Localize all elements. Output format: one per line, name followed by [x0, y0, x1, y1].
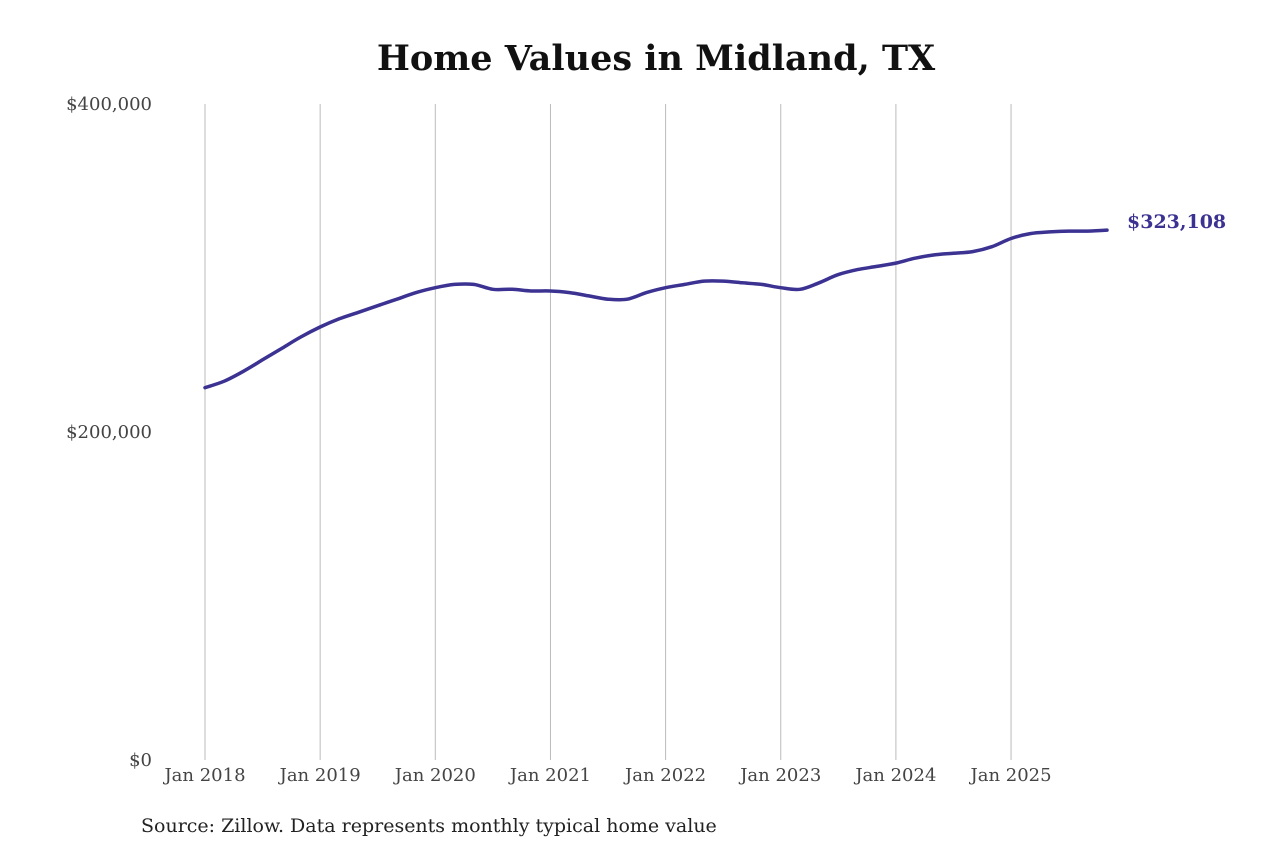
x-tick-label: Jan 2020 [393, 765, 476, 786]
grid-layer [204, 104, 1012, 760]
y-tick-label: $400,000 [66, 94, 152, 115]
x-tick-label: Jan 2019 [278, 765, 361, 786]
series-layer: $323,108 [203, 211, 1226, 390]
x-tick-label: Jan 2021 [508, 765, 591, 786]
chart-title: Home Values in Midland, TX [376, 38, 936, 79]
x-tick-label: Jan 2025 [969, 765, 1052, 786]
y-tick-label: $200,000 [66, 422, 152, 443]
x-tick-label: Jan 2022 [623, 765, 706, 786]
end-value-label: $323,108 [1127, 211, 1226, 233]
y-axis: $0 $200,000 $400,000 [66, 94, 152, 771]
series-line [203, 228, 1109, 390]
x-tick-label: Jan 2023 [738, 765, 821, 786]
y-tick-label: $0 [129, 750, 152, 771]
x-axis: Jan 2018 Jan 2019 Jan 2020 Jan 2021 Jan 2022… [162, 765, 1051, 786]
x-tick-label: Jan 2018 [162, 765, 245, 786]
source-note: Source: Zillow. Data represents monthly … [141, 815, 717, 837]
x-tick-label: Jan 2024 [853, 765, 936, 786]
